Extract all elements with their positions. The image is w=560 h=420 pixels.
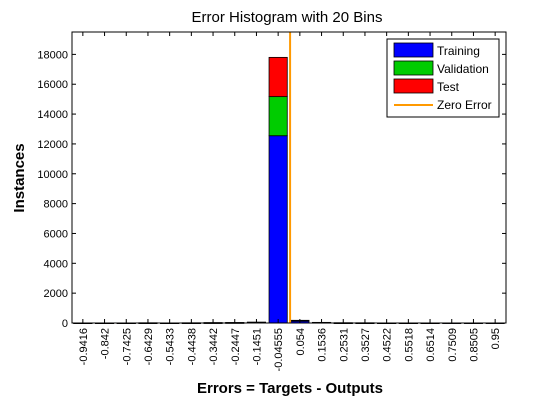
- x-tick-label-4: -0.5433: [165, 328, 177, 365]
- y-axis-label: Instances: [11, 143, 28, 212]
- y-tick-label-2000: 2000: [44, 288, 68, 300]
- y-tick-label-12000: 12000: [37, 139, 68, 151]
- x-tick-label-15: 0.5518: [403, 328, 415, 362]
- x-tick-label-18: 0.8505: [468, 328, 480, 362]
- x-tick-label-0: -0.9416: [78, 328, 90, 365]
- y-tick-label-18000: 18000: [37, 49, 68, 61]
- y-tick-label-10000: 10000: [37, 169, 68, 181]
- legend-label-validation: Validation: [437, 62, 489, 76]
- y-tick-label-8000: 8000: [44, 199, 68, 211]
- y-tick-label-4000: 4000: [44, 258, 68, 270]
- plot-frame: [71, 31, 507, 324]
- x-tick-label-8: -0.1451: [251, 328, 263, 365]
- x-tick-label-9: -0.04555: [273, 328, 285, 371]
- bar-training-9: [268, 135, 288, 324]
- chart-title: Error Histogram with 20 Bins: [192, 9, 383, 26]
- x-axis-label: Errors = Targets - Outputs: [197, 380, 383, 397]
- legend-label-zero-error: Zero Error: [437, 98, 492, 112]
- x-tick-label-7: -0.2447: [230, 328, 242, 365]
- x-tick-label-1: -0.842: [100, 328, 112, 359]
- x-tick-label-3: -0.6429: [143, 328, 155, 365]
- x-tick-label-19: 0.95: [490, 328, 502, 349]
- x-tick-label-14: 0.4522: [382, 328, 394, 362]
- legend-swatch-training: [393, 42, 434, 58]
- y-tick-label-0: 0: [62, 318, 68, 330]
- legend-swatch-test: [393, 78, 434, 94]
- x-tick-label-13: 0.3527: [360, 328, 372, 362]
- y-tick-label-14000: 14000: [37, 109, 68, 121]
- bar-test-9: [268, 56, 288, 98]
- x-tick-label-11: 0.1536: [317, 328, 329, 362]
- y-tick-label-6000: 6000: [44, 228, 68, 240]
- x-tick-label-5: -0.4438: [186, 328, 198, 365]
- x-tick-label-2: -0.7425: [121, 328, 133, 365]
- x-tick-label-17: 0.7509: [447, 328, 459, 362]
- legend-swatch-validation: [393, 60, 434, 76]
- legend-label-test: Test: [437, 80, 460, 94]
- x-tick-label-6: -0.3442: [208, 328, 220, 365]
- legend-label-training: Training: [437, 44, 480, 58]
- bar-validation-9: [268, 96, 288, 137]
- x-tick-label-16: 0.6514: [425, 328, 437, 362]
- x-tick-label-10: 0.054: [295, 328, 307, 356]
- legend: Training Validation Test Zero Error: [386, 38, 500, 118]
- x-tick-label-12: 0.2531: [338, 328, 350, 362]
- y-tick-label-16000: 16000: [37, 79, 68, 91]
